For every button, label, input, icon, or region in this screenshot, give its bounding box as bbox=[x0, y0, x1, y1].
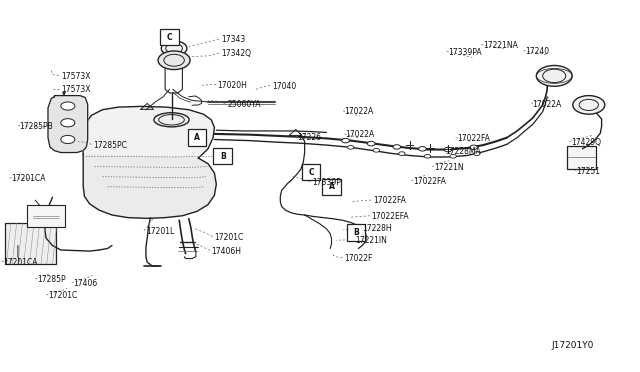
Text: 17201CA: 17201CA bbox=[3, 258, 38, 267]
Text: 17226: 17226 bbox=[298, 133, 322, 142]
FancyBboxPatch shape bbox=[5, 223, 56, 264]
Text: 17221IN: 17221IN bbox=[355, 236, 387, 245]
Text: A: A bbox=[194, 133, 200, 142]
Text: 17342Q: 17342Q bbox=[221, 49, 251, 58]
Text: 17339P: 17339P bbox=[312, 178, 341, 187]
Circle shape bbox=[348, 145, 354, 149]
FancyBboxPatch shape bbox=[302, 164, 320, 180]
Text: C: C bbox=[308, 168, 314, 177]
Circle shape bbox=[470, 145, 477, 150]
Text: 17022A: 17022A bbox=[346, 130, 375, 139]
Circle shape bbox=[61, 102, 75, 110]
Text: 25060YA: 25060YA bbox=[227, 100, 260, 109]
Text: 17240: 17240 bbox=[525, 47, 549, 56]
Polygon shape bbox=[82, 106, 214, 158]
Text: 17429Q: 17429Q bbox=[571, 138, 601, 147]
Text: A: A bbox=[328, 182, 335, 191]
Text: 17201CA: 17201CA bbox=[12, 174, 46, 183]
Circle shape bbox=[419, 147, 426, 151]
Circle shape bbox=[393, 145, 401, 149]
Circle shape bbox=[573, 96, 605, 114]
Text: 17022A: 17022A bbox=[532, 100, 562, 109]
Text: 17201L: 17201L bbox=[146, 227, 174, 236]
Text: 17573X: 17573X bbox=[61, 72, 90, 81]
FancyBboxPatch shape bbox=[213, 148, 232, 164]
Circle shape bbox=[536, 65, 572, 86]
Text: B: B bbox=[220, 152, 225, 161]
Text: B: B bbox=[353, 228, 358, 237]
Text: 17022EFA: 17022EFA bbox=[371, 212, 409, 221]
Text: 17573X: 17573X bbox=[61, 85, 90, 94]
FancyBboxPatch shape bbox=[567, 146, 596, 169]
Text: 17343: 17343 bbox=[221, 35, 245, 44]
Text: 17228MA: 17228MA bbox=[445, 147, 481, 156]
FancyBboxPatch shape bbox=[188, 129, 206, 146]
FancyBboxPatch shape bbox=[323, 179, 341, 195]
Text: 17251: 17251 bbox=[576, 167, 600, 176]
Text: 17285PB: 17285PB bbox=[19, 122, 53, 131]
Text: 17201C: 17201C bbox=[214, 233, 244, 242]
Text: 17228H: 17228H bbox=[362, 224, 392, 233]
Text: 17022FA: 17022FA bbox=[458, 134, 490, 143]
Circle shape bbox=[367, 141, 375, 146]
Text: 17221NA: 17221NA bbox=[483, 41, 518, 50]
Text: 17022FA: 17022FA bbox=[413, 177, 446, 186]
Text: 17285PC: 17285PC bbox=[93, 141, 127, 150]
Circle shape bbox=[373, 148, 380, 152]
Text: 17339PA: 17339PA bbox=[448, 48, 482, 57]
Text: 17022FA: 17022FA bbox=[373, 196, 406, 205]
Text: J17201Y0: J17201Y0 bbox=[552, 341, 594, 350]
Text: 17022A: 17022A bbox=[344, 107, 374, 116]
FancyBboxPatch shape bbox=[347, 224, 365, 241]
Ellipse shape bbox=[154, 113, 189, 127]
Circle shape bbox=[61, 119, 75, 127]
Text: 17406: 17406 bbox=[74, 279, 98, 288]
Circle shape bbox=[158, 51, 190, 70]
Circle shape bbox=[444, 147, 452, 152]
Circle shape bbox=[450, 154, 456, 158]
Text: 17022F: 17022F bbox=[344, 254, 372, 263]
Text: C: C bbox=[167, 33, 172, 42]
Circle shape bbox=[161, 41, 187, 56]
Circle shape bbox=[474, 152, 480, 155]
FancyBboxPatch shape bbox=[160, 29, 179, 45]
Text: 17221N: 17221N bbox=[434, 163, 463, 172]
Circle shape bbox=[399, 152, 405, 155]
FancyBboxPatch shape bbox=[27, 205, 65, 227]
Circle shape bbox=[342, 138, 349, 143]
Polygon shape bbox=[83, 154, 216, 218]
Text: 17406H: 17406H bbox=[211, 247, 241, 256]
Text: 17020H: 17020H bbox=[218, 81, 248, 90]
Polygon shape bbox=[48, 96, 88, 153]
Circle shape bbox=[424, 154, 431, 158]
Circle shape bbox=[61, 135, 75, 144]
Text: 17285P: 17285P bbox=[37, 275, 66, 284]
Text: 17201C: 17201C bbox=[48, 291, 77, 300]
Text: 17040: 17040 bbox=[272, 82, 296, 91]
